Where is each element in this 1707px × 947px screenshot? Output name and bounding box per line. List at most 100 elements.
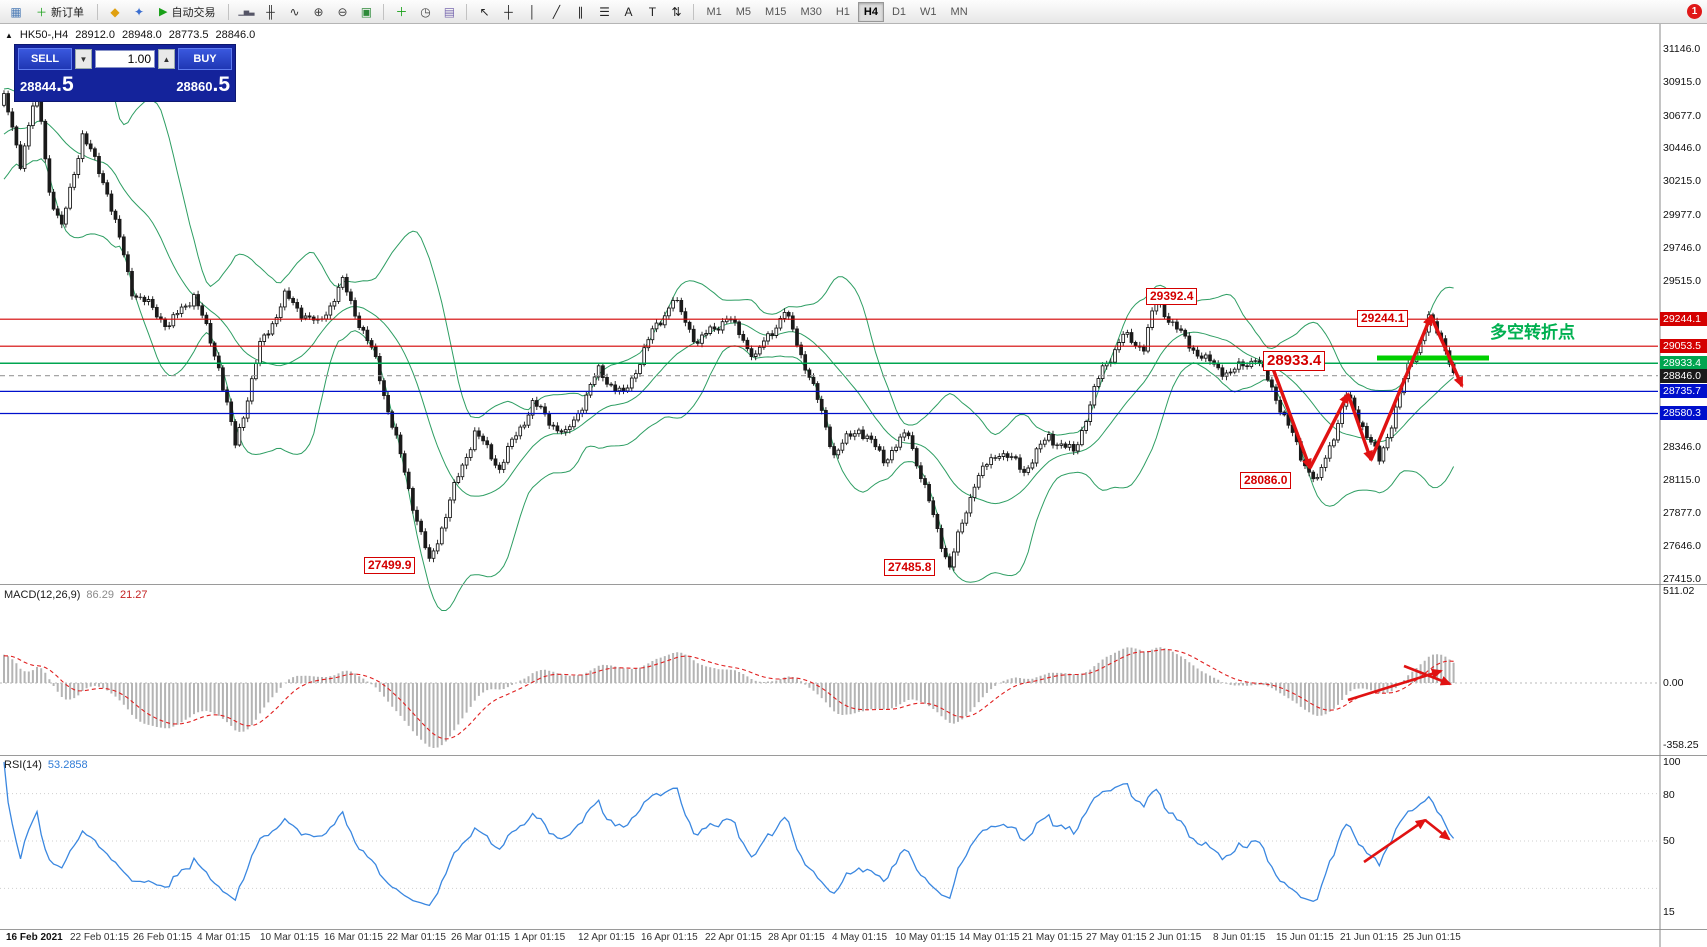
price-scale-label: 30677.0 — [1663, 110, 1701, 122]
price-level-tag: 29244.1 — [1660, 312, 1707, 326]
templates-icon[interactable]: ▤ — [443, 4, 456, 19]
price-flag-label[interactable]: 27485.8 — [884, 559, 936, 576]
macd-main-value: 86.29 — [86, 589, 114, 601]
price-scale-label: 30215.0 — [1663, 175, 1701, 187]
symbol-period-label: HK50-,H4 — [19, 29, 69, 41]
equidistant-channel-icon[interactable]: ∥ — [577, 4, 584, 19]
toolbar-separator — [97, 3, 98, 20]
price-level-tag: 28735.7 — [1660, 384, 1707, 398]
sell-button[interactable]: SELL — [18, 48, 72, 70]
low-value: 28773.5 — [168, 29, 209, 41]
price-flag-label[interactable]: 29244.1 — [1357, 310, 1409, 327]
indicators-add-icon[interactable]: ＋ — [395, 5, 408, 19]
timeframe-m30-button[interactable]: M30 — [800, 5, 822, 18]
macd-signal-value: 21.27 — [119, 589, 148, 601]
crosshair-icon[interactable]: ┼ — [504, 4, 513, 19]
trendline-icon[interactable]: ╱ — [552, 4, 561, 19]
timeframe-h1-button[interactable]: H1 — [835, 5, 850, 18]
price-level-tag: 28933.4 — [1660, 356, 1707, 370]
time-scale-label: 16 Apr 01:15 — [641, 932, 698, 943]
autotrade-button[interactable]: ▶ 自动交易 — [152, 1, 222, 23]
chart-ohlc-header: ▲ HK50-,H4 28912.0 28948.0 28773.5 28846… — [5, 29, 255, 41]
toolbar-separator — [383, 3, 385, 20]
text-label-icon[interactable]: T — [648, 4, 657, 19]
buy-button[interactable]: BUY — [178, 48, 232, 70]
macd-scale-top: 511.02 — [1663, 585, 1695, 597]
timeframe-mn-button[interactable]: MN — [950, 5, 968, 18]
rsi-scale-15: 15 — [1663, 906, 1675, 918]
time-scale-label: 22 Mar 01:15 — [387, 932, 446, 943]
timeframe-w1-button[interactable]: W1 — [920, 5, 937, 18]
timeframe-m15-button[interactable]: M15 — [765, 5, 787, 18]
volume-down-button[interactable]: ▼ — [75, 49, 92, 69]
time-scale-label: 22 Apr 01:15 — [705, 932, 762, 943]
toolbar-items: ▦ ＋ 新订单 ◆ ✦ ▶ 自动交易 ▁▅▃ ╫ ∿ ⊕ ⊖ ▣ ＋ ◷ ▤ ↖ ┼ │ ╱ ∥ ☰ A T ⇅ M1 M5 M15 M… — [5, 0, 1679, 23]
time-scale-label: 25 Jun 01:15 — [1403, 932, 1461, 943]
close-value: 28846.0 — [215, 29, 256, 41]
time-scale-label: 22 Feb 01:15 — [70, 932, 129, 943]
price-scale-label: 29977.0 — [1663, 209, 1701, 221]
autotrade-icon: ▶ — [159, 6, 168, 18]
rsi-scale-50: 50 — [1663, 835, 1675, 847]
signals-icon[interactable]: ✦ — [133, 4, 145, 19]
volume-up-button[interactable]: ▲ — [158, 49, 175, 69]
timeframe-d1-button[interactable]: D1 — [891, 5, 907, 18]
bid-price: 28844.5 — [20, 73, 74, 96]
price-scale-label: 27646.0 — [1663, 540, 1701, 552]
periods-clock-icon[interactable]: ◷ — [420, 4, 431, 19]
time-scale-label: 21 May 01:15 — [1022, 932, 1083, 943]
ask-price: 28860.5 — [176, 73, 230, 96]
price-level-tag: 28580.3 — [1660, 406, 1707, 420]
price-flag-label[interactable]: 28933.4 — [1263, 351, 1326, 371]
autotrade-label: 自动交易 — [171, 6, 216, 19]
time-scale-label: 10 May 01:15 — [895, 932, 956, 943]
tile-windows-icon[interactable]: ▣ — [360, 4, 373, 19]
price-scale-label: 30915.0 — [1663, 76, 1701, 88]
market-icon[interactable]: ◆ — [110, 4, 120, 19]
high-value: 28948.0 — [121, 29, 162, 41]
price-flag-label[interactable]: 29392.4 — [1146, 288, 1198, 305]
price-flag-label[interactable]: 28086.0 — [1240, 472, 1292, 489]
price-scale-label: 27415.0 — [1663, 573, 1701, 585]
price-scale-label: 29746.0 — [1663, 242, 1701, 254]
arrow-symbols-icon[interactable]: ⇅ — [671, 4, 682, 19]
text-icon[interactable]: A — [624, 4, 633, 19]
price-scale-label: 29515.0 — [1663, 275, 1701, 287]
line-chart-icon[interactable]: ∿ — [289, 4, 300, 19]
vertical-line-icon[interactable]: │ — [528, 4, 537, 19]
time-scale-label: 10 Mar 01:15 — [260, 932, 319, 943]
toolbar-separator — [466, 3, 468, 20]
macd-title: MACD(12,26,9) 86.29 21.27 — [4, 589, 148, 601]
volume-input[interactable] — [95, 50, 155, 68]
timeframe-m5-button[interactable]: M5 — [735, 5, 752, 18]
price-flag-label[interactable]: 27499.9 — [364, 557, 416, 574]
rsi-scale-80: 80 — [1663, 789, 1675, 801]
time-scale-label: 16 Feb 2021 — [6, 932, 63, 943]
zoom-out-icon[interactable]: ⊖ — [337, 4, 348, 19]
price-scale-label: 28346.0 — [1663, 441, 1701, 453]
one-click-toggle-icon[interactable]: ▲ — [5, 30, 13, 40]
bar-chart-icon[interactable]: ▁▅▃ — [238, 8, 255, 16]
toolbar: ▦ ＋ 新订单 ◆ ✦ ▶ 自动交易 ▁▅▃ ╫ ∿ ⊕ ⊖ ▣ ＋ ◷ ▤ ↖ ┼ │ ╱ ∥ ☰ A T ⇅ M1 M5 M15 M… — [0, 0, 1707, 24]
notification-badge[interactable]: 1 — [1687, 4, 1702, 19]
price-scale-label: 31146.0 — [1663, 43, 1701, 55]
macd-scale-bottom: -358.25 — [1663, 739, 1699, 751]
new-order-icon: ＋ — [36, 6, 47, 19]
timeframe-m1-button[interactable]: M1 — [706, 5, 722, 18]
time-scale-label: 26 Feb 01:15 — [133, 932, 192, 943]
macd-scale-zero: 0.00 — [1663, 677, 1684, 689]
fibonacci-icon[interactable]: ☰ — [599, 4, 610, 19]
zoom-in-icon[interactable]: ⊕ — [313, 4, 324, 19]
rsi-scale-100: 100 — [1663, 756, 1681, 768]
cursor-icon[interactable]: ↖ — [479, 4, 490, 19]
trend-note-text[interactable]: 多空转折点 — [1490, 323, 1575, 342]
timeframe-h4-button[interactable]: H4 — [857, 1, 884, 22]
time-scale-label: 1 Apr 01:15 — [514, 932, 566, 943]
time-scale-label: 4 Mar 01:15 — [197, 932, 251, 943]
new-order-button[interactable]: ＋ 新订单 — [29, 1, 91, 23]
time-scale-label: 2 Jun 01:15 — [1149, 932, 1202, 943]
chart-window-icon[interactable]: ▦ — [10, 4, 22, 19]
candlestick-chart-icon[interactable]: ╫ — [266, 4, 275, 19]
